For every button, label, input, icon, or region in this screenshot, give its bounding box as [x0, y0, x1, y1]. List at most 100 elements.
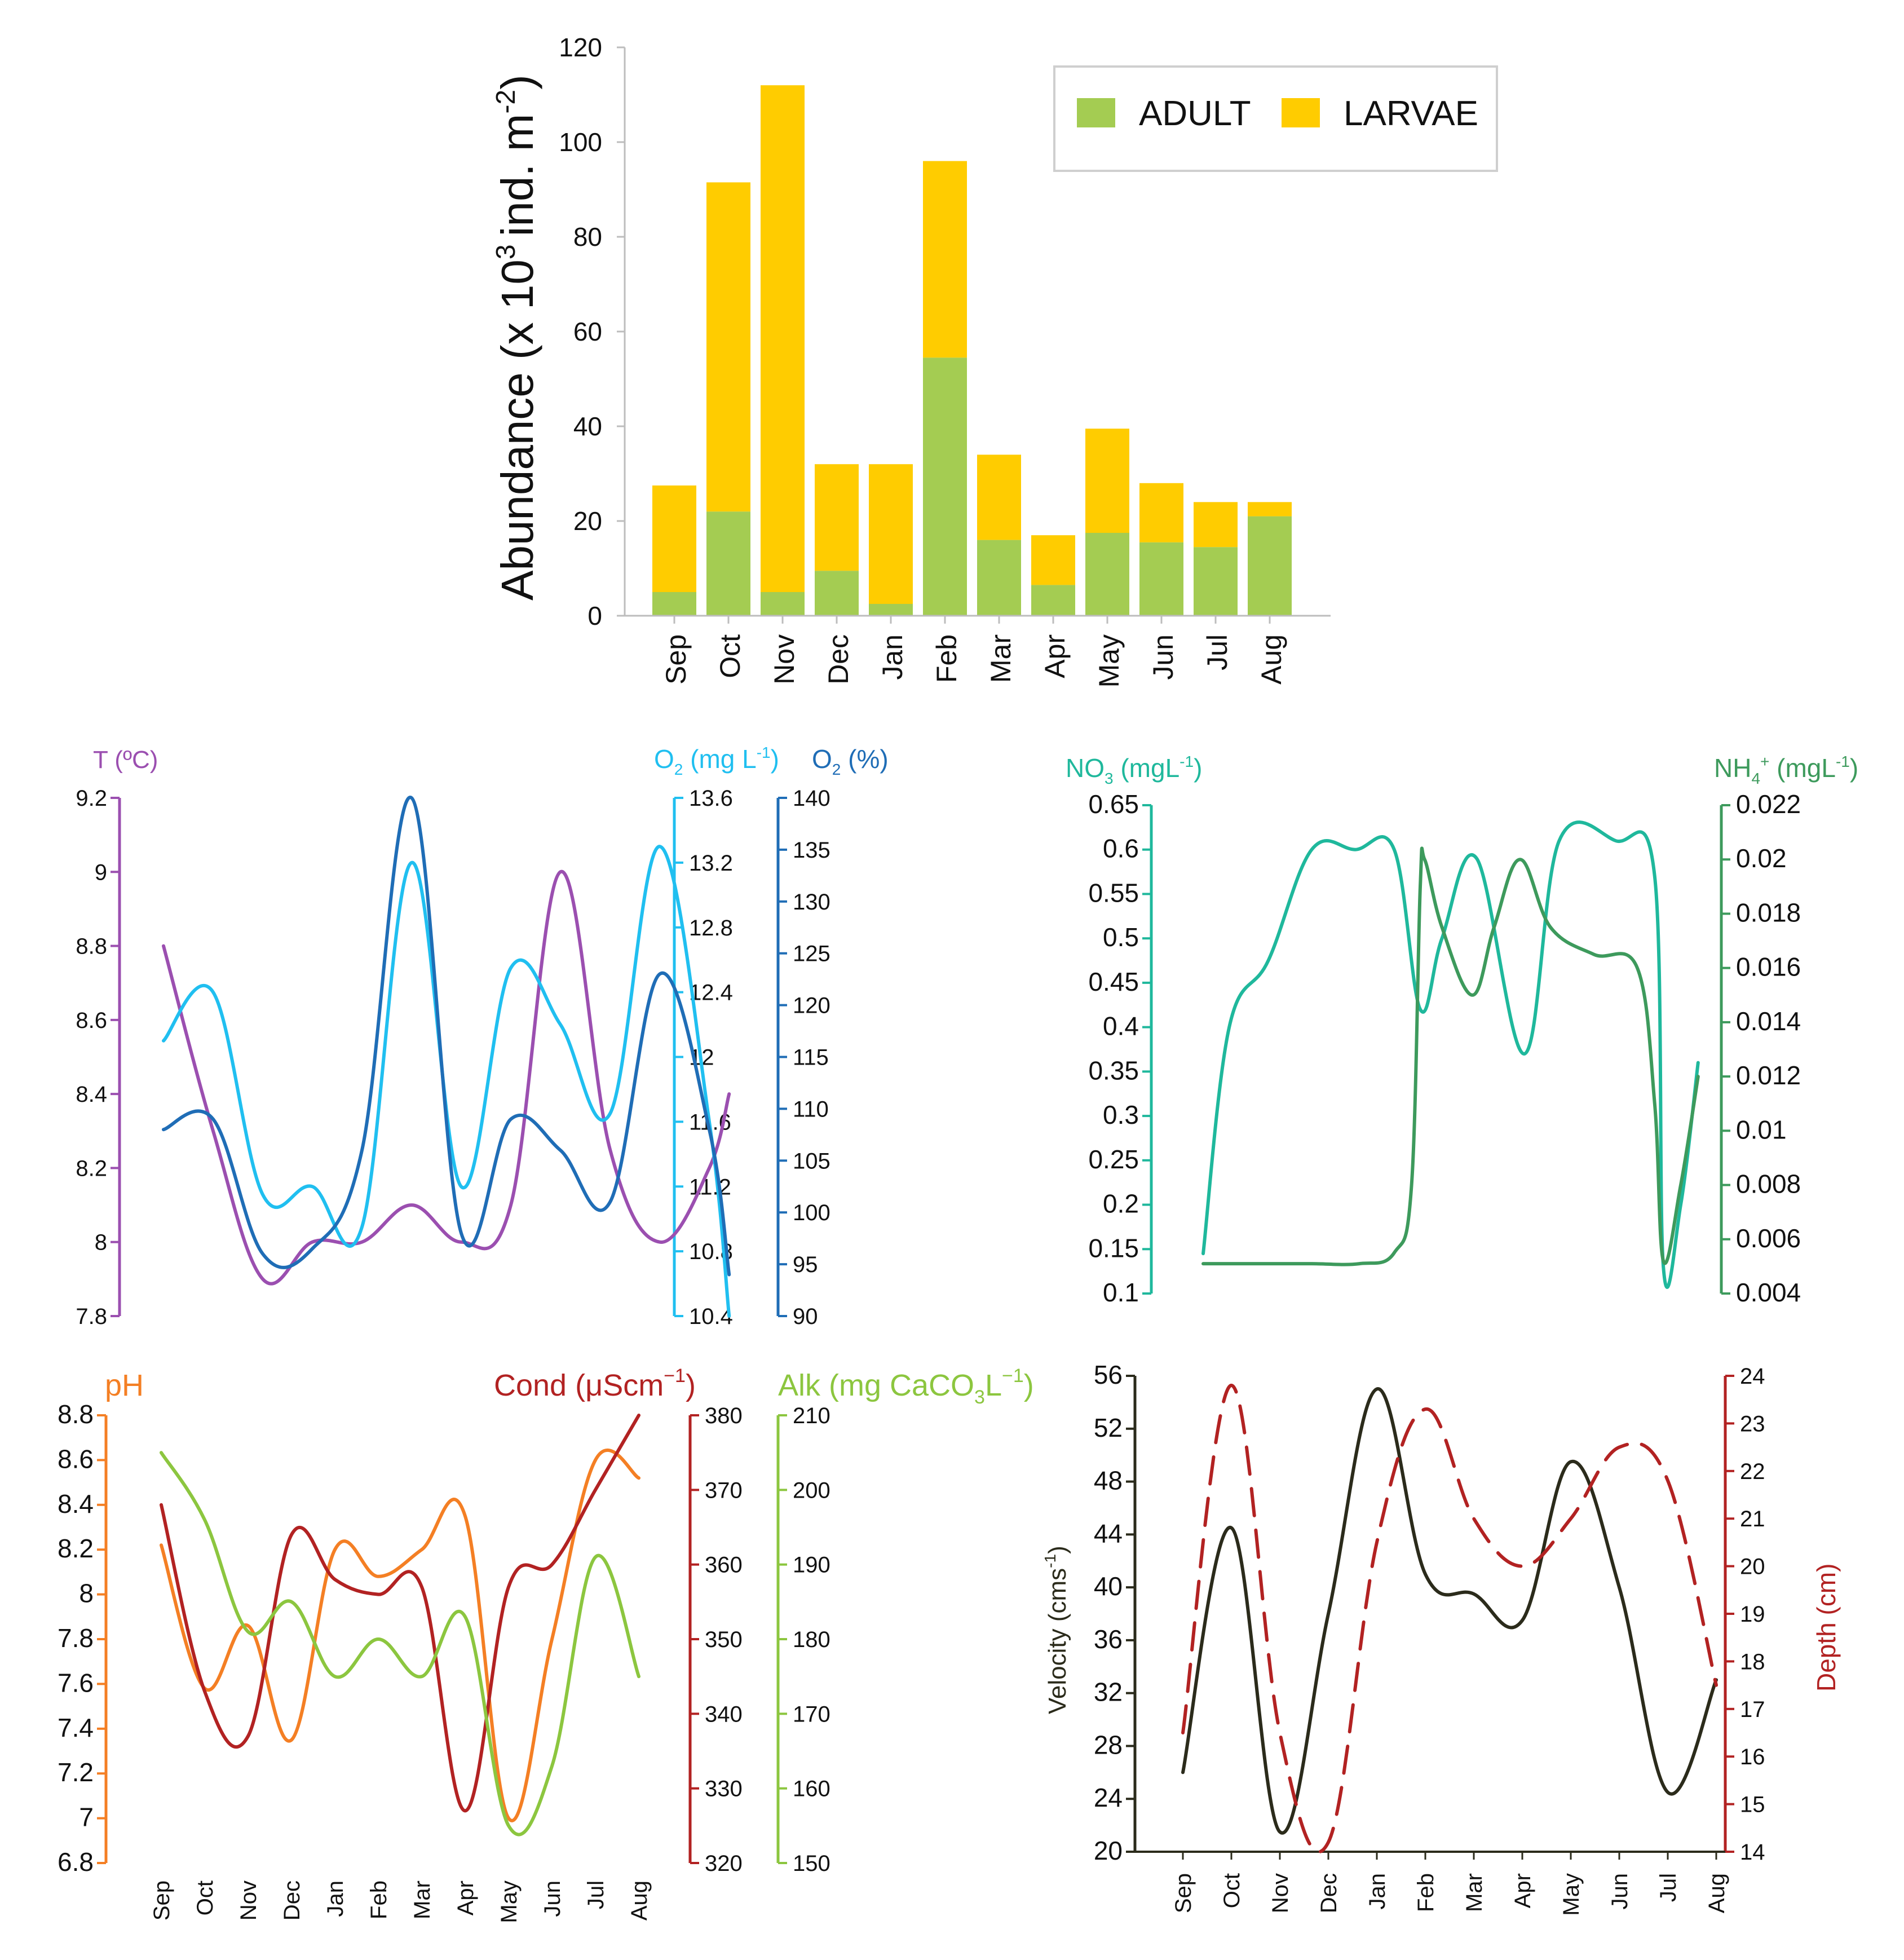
ph-chart-x-tick-label: Sep: [149, 1880, 174, 1921]
bar-larvae-jul: [1194, 502, 1238, 548]
bar-adult-aug: [1248, 516, 1292, 616]
nh4-axis-tick-label: 0.02: [1736, 844, 1787, 873]
o2pct-axis-tick-label: 140: [793, 786, 830, 811]
alk-axis-tick-label: 190: [793, 1553, 830, 1578]
series-line-nh4-mgl-1-: [1201, 846, 1700, 1266]
velocity-depth-lines: [1181, 1383, 1718, 1854]
legend-box: [1053, 65, 1498, 172]
no3-axis-tick-label: 0.6: [1103, 834, 1139, 863]
abundance-x-tick-label: Aug: [1256, 634, 1287, 685]
no3-axis-tick-label: 0.45: [1088, 967, 1139, 996]
ph-axis-tick-label: 6.8: [58, 1847, 94, 1877]
legend-label-adult: ADULT: [1139, 94, 1251, 133]
o2pct-axis-tick-label: 90: [793, 1304, 818, 1329]
t-axis-tick-label: 8: [95, 1230, 107, 1255]
o2mg-axis-title: O2 (mg L-1): [654, 744, 779, 778]
temperature-oxygen-lines: [162, 796, 731, 1318]
nh4-axis-title: NH4+ (mgL-1): [1714, 753, 1858, 787]
temperature-oxygen-axes: 7.888.28.48.68.899.210.410.811.211.61212…: [76, 786, 830, 1329]
alk-axis-tick-label: 150: [793, 1851, 830, 1876]
no3-axis-tick-label: 0.35: [1088, 1056, 1139, 1085]
ph-chart-x-tick-label: Jun: [540, 1880, 565, 1917]
cond-axis-tick-label: 330: [705, 1777, 743, 1802]
legend-label-larvae: LARVAE: [1344, 94, 1478, 133]
bar-larvae-dec: [815, 464, 859, 571]
bar-larvae-mar: [977, 454, 1021, 540]
cond-axis-tick-label: 340: [705, 1702, 743, 1727]
temperature-oxygen-chart: 7.888.28.48.68.899.210.410.811.211.61212…: [76, 744, 888, 1329]
bar-adult-jul: [1194, 547, 1238, 616]
nh4-axis-tick-label: 0.008: [1736, 1169, 1801, 1199]
nh4-axis-tick-label: 0.016: [1736, 952, 1801, 982]
series-line-cond-scm-1-: [160, 1414, 640, 1813]
velocity-chart-x-tick-label: Mar: [1462, 1873, 1487, 1912]
abundance-x-tick-label: May: [1093, 634, 1125, 687]
ph-axis-tick-label: 7.2: [58, 1758, 94, 1787]
o2mg-axis-tick-label: 12.8: [689, 916, 733, 941]
cond-axis-tick-label: 360: [705, 1553, 743, 1578]
ph-axis-tick-label: 7.4: [58, 1713, 94, 1742]
ph-chart-x-tick-label: Nov: [236, 1880, 261, 1921]
abundance-y-tick-label: 60: [573, 317, 602, 346]
nh4-axis-tick-label: 0.004: [1736, 1278, 1801, 1307]
ph-axis-title: pH: [105, 1369, 144, 1402]
abundance-x-tick-label: Sep: [660, 634, 692, 685]
o2pct-axis-tick-label: 105: [793, 1149, 830, 1173]
cond-axis-tick-label: 370: [705, 1478, 743, 1503]
o2mg-axis-tick-label: 12.4: [689, 981, 733, 1005]
abundance-y-tick-label: 0: [587, 601, 602, 630]
o2pct-axis-tick-label: 120: [793, 994, 830, 1018]
alk-axis-tick-label: 160: [793, 1777, 830, 1802]
nh4-axis-tick-label: 0.012: [1736, 1061, 1801, 1090]
ph-axis-tick-label: 8: [79, 1579, 94, 1608]
ph-axis-tick-label: 7.8: [58, 1623, 94, 1653]
bar-larvae-feb: [923, 161, 967, 358]
ph-axis-tick-label: 7: [79, 1803, 94, 1832]
abundance-x-tick-label: Jan: [877, 634, 908, 680]
abundance-axes: 0 20 40 60 80 100 120 Sep Oct Nov Dec Jan Feb Mar Apr M…: [559, 33, 1331, 687]
velocity-chart-x-tick-label: Jun: [1607, 1873, 1632, 1910]
velocity-chart-x-tick-label: Jul: [1656, 1873, 1681, 1902]
t-axis-tick-label: 8.2: [76, 1156, 107, 1181]
abundance-legend: ADULT LARVAE: [1053, 65, 1498, 172]
velocity-depth-axes: 20 24 28 32 36 40 44 48 52 56 14 15 16 17 18 19 20 21 22 23…: [1094, 1360, 1765, 1916]
velocity-axis-tick-label: 32: [1094, 1678, 1123, 1707]
series-line-t-c-: [162, 870, 731, 1286]
velocity-axis-title: Velocity (cms-1): [1041, 1546, 1071, 1714]
ph-chart-x-tick-label: Oct: [193, 1880, 218, 1915]
bar-larvae-nov: [761, 85, 805, 592]
abundance-y-axis-title: Abundance (x 103ind. m-2): [491, 74, 542, 601]
alk-axis-tick-label: 180: [793, 1627, 830, 1652]
alk-axis-title: Alk (mg CaCO3L−1): [778, 1365, 1034, 1408]
depth-axis-tick-label: 16: [1740, 1745, 1765, 1769]
o2mg-axis-tick-label: 10.4: [689, 1304, 733, 1329]
bar-larvae-apr: [1031, 535, 1075, 585]
cond-axis-tick-label: 350: [705, 1627, 743, 1652]
abundance-y-tick-label: 100: [559, 127, 602, 157]
t-axis-tick-label: 7.8: [76, 1304, 107, 1329]
velocity-axis-tick-label: 20: [1094, 1836, 1123, 1865]
no3-axis-tick-label: 0.65: [1088, 789, 1139, 819]
cond-axis-tick-label: 380: [705, 1403, 743, 1428]
alk-axis-tick-label: 170: [793, 1702, 830, 1727]
velocity-axis-tick-label: 28: [1094, 1730, 1123, 1759]
ph-cond-alk-chart: 6.8 7 7.2 7.4 7.6 7.8 8 8.2 8.4 8.6 8.8 320 330 340 35…: [58, 1365, 1034, 1923]
ph-cond-alk-lines: [160, 1414, 640, 1837]
velocity-chart-x-tick-label: May: [1559, 1873, 1584, 1916]
nh4-axis-tick-label: 0.018: [1736, 898, 1801, 927]
depth-axis-tick-label: 20: [1740, 1555, 1765, 1579]
velocity-chart-x-tick-label: Apr: [1510, 1873, 1535, 1908]
abundance-y-tick-label: 120: [559, 33, 602, 62]
no3-axis-title: NO3 (mgL-1): [1066, 753, 1202, 787]
bar-larvae-aug: [1248, 502, 1292, 517]
bar-adult-dec: [815, 571, 859, 616]
ph-axis-tick-label: 7.6: [58, 1668, 94, 1697]
alk-axis-tick-label: 210: [793, 1403, 830, 1428]
t-axis-tick-label: 9: [95, 860, 107, 885]
ph-axis-tick-label: 8.6: [58, 1444, 94, 1473]
bar-adult-sep: [652, 592, 696, 616]
no3-axis-tick-label: 0.55: [1088, 878, 1139, 907]
bar-larvae-oct: [706, 182, 750, 512]
bar-adult-feb: [923, 357, 967, 616]
depth-axis-tick-label: 18: [1740, 1649, 1765, 1674]
